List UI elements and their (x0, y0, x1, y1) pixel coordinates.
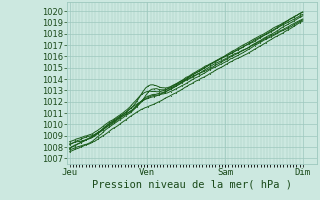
X-axis label: Pression niveau de la mer( hPa ): Pression niveau de la mer( hPa ) (92, 180, 292, 190)
